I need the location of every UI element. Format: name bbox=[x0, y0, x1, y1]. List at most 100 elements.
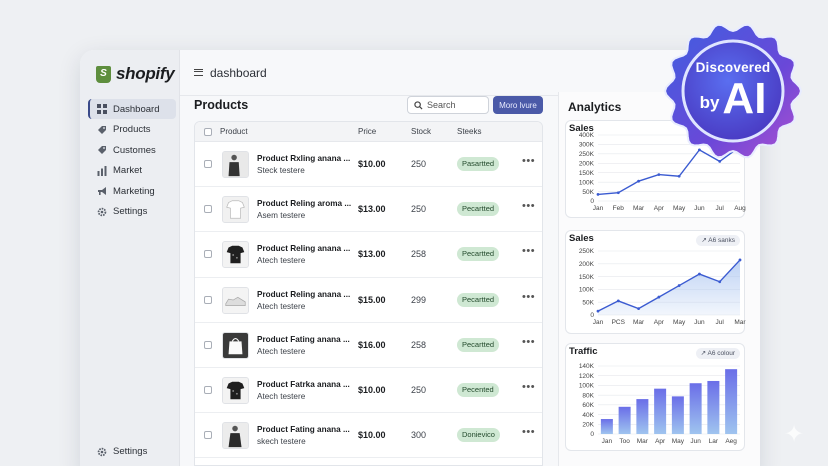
sidebar-bottom-settings[interactable]: Settings bbox=[97, 446, 147, 457]
sidebar-bottom-label: Settings bbox=[113, 446, 148, 457]
select-all-checkbox[interactable] bbox=[204, 128, 212, 136]
x-tick-label: Mar bbox=[637, 438, 649, 445]
discovered-by-ai-badge: Discovered byAI bbox=[664, 22, 802, 160]
data-point bbox=[637, 179, 640, 183]
table-row[interactable]: Product Fatrka anana ... Atech testere $10… bbox=[195, 368, 542, 414]
x-tick-label: May bbox=[672, 438, 685, 445]
chart-chip[interactable]: ↗ A6 sanks bbox=[696, 235, 740, 246]
status-badge: Pecartted bbox=[457, 337, 500, 352]
row-checkbox[interactable] bbox=[204, 385, 212, 394]
product-thumbnail[interactable] bbox=[222, 331, 249, 359]
product-thumbnail[interactable] bbox=[222, 286, 249, 314]
gear-icon bbox=[97, 447, 107, 457]
sidebar-item-dashboard[interactable]: Dashboard bbox=[88, 99, 176, 119]
sidebar-item-marketing[interactable]: Marketing bbox=[88, 181, 176, 201]
y-tick-label: 0 bbox=[590, 312, 594, 319]
chip-label: A6 colour bbox=[707, 350, 735, 357]
table-row[interactable]: Product Rxling anana ... Steck testere $10… bbox=[195, 142, 542, 188]
status-badge: Pasartted bbox=[457, 157, 500, 171]
more-horizontal-icon[interactable]: ••• bbox=[522, 245, 536, 258]
column-stock[interactable]: Stock bbox=[411, 127, 432, 136]
table-row[interactable]: Product Reling anana ... Atech testere $15… bbox=[195, 278, 542, 323]
trend-icon: ↗ bbox=[701, 237, 709, 244]
bar bbox=[707, 380, 720, 434]
sidebar-nav: Dashboard Products Customes Market bbox=[88, 99, 176, 223]
more-horizontal-icon[interactable]: ••• bbox=[522, 426, 536, 439]
row-checkbox[interactable] bbox=[204, 340, 212, 349]
product-price: $10.00 bbox=[358, 384, 386, 395]
table-row[interactable]: Product Fating anana ... skech testere $10… bbox=[195, 413, 542, 459]
x-tick-label: Apr bbox=[655, 438, 666, 445]
menu-icon[interactable] bbox=[194, 69, 203, 76]
product-thumbnail[interactable] bbox=[222, 241, 249, 269]
product-thumbnail[interactable] bbox=[222, 376, 249, 404]
x-tick-label: Jan bbox=[593, 205, 604, 212]
more-horizontal-icon[interactable]: ••• bbox=[522, 155, 536, 167]
traffic-bar-chart: 0 20K 40K 60K 80K 100K 120K 140K Jan Too Mar Apr May… bbox=[579, 363, 740, 445]
y-tick-label: 150K bbox=[579, 274, 595, 281]
row-checkbox[interactable] bbox=[204, 160, 212, 168]
more-horizontal-icon[interactable]: ••• bbox=[522, 200, 536, 213]
product-name[interactable]: Product Reling aroma ... bbox=[257, 199, 352, 209]
y-tick-label: 50K bbox=[582, 299, 594, 306]
data-point bbox=[718, 160, 722, 163]
more-horizontal-icon[interactable]: ••• bbox=[522, 380, 536, 393]
product-stock: 250 bbox=[411, 384, 427, 395]
product-thumbnail[interactable] bbox=[222, 196, 249, 224]
product-stock: 258 bbox=[411, 339, 427, 350]
data-point bbox=[738, 258, 742, 262]
status-badge: Pecartted bbox=[457, 202, 500, 217]
data-point bbox=[616, 191, 620, 195]
badge-by: by bbox=[699, 93, 720, 112]
more-button[interactable]: Moro lvure bbox=[493, 96, 543, 114]
badge-text-by-ai: byAI bbox=[664, 74, 802, 124]
status-badge: Pecartted bbox=[457, 292, 500, 307]
data-point bbox=[657, 295, 661, 299]
product-stock: 300 bbox=[411, 430, 427, 441]
row-checkbox[interactable] bbox=[204, 250, 212, 259]
shopify-logo[interactable]: shopify bbox=[96, 64, 175, 84]
product-name[interactable]: Product Rxling anana ... bbox=[257, 154, 351, 163]
column-status[interactable]: Steeks bbox=[457, 127, 482, 136]
table-row[interactable]: Product Reling aroma ... Asem testere $13.… bbox=[195, 187, 542, 233]
sidebar-item-label: Market bbox=[113, 165, 143, 177]
sidebar-item-settings[interactable]: Settings bbox=[88, 202, 176, 222]
x-tick-label: Mar bbox=[633, 319, 645, 326]
sidebar-item-customes[interactable]: Customes bbox=[88, 140, 176, 160]
column-price[interactable]: Price bbox=[358, 127, 377, 136]
sidebar-item-market[interactable]: Market bbox=[88, 161, 176, 181]
table-row[interactable]: Product Fating anana ... Atech testere $16… bbox=[195, 323, 542, 368]
row-checkbox[interactable] bbox=[204, 431, 212, 440]
x-tick-label: Aeg bbox=[725, 438, 737, 445]
search-input[interactable]: Search bbox=[407, 96, 489, 114]
x-tick-label: Too bbox=[619, 438, 630, 445]
product-subtitle: Atech testere bbox=[257, 346, 306, 356]
product-name[interactable]: Product Reling anana ... bbox=[257, 289, 351, 299]
sidebar-item-products[interactable]: Products bbox=[88, 120, 176, 140]
chart-chip[interactable]: ↗ A6 colour bbox=[695, 348, 740, 359]
product-name[interactable]: Product Fating anana ... bbox=[257, 425, 350, 435]
product-price: $10.00 bbox=[358, 159, 386, 169]
product-name[interactable]: Product Fatrka anana ... bbox=[257, 379, 350, 389]
more-horizontal-icon[interactable]: ••• bbox=[522, 290, 536, 303]
x-tick-label: Jan bbox=[593, 319, 604, 326]
table-header: Product Price Stock Steeks bbox=[195, 122, 542, 142]
product-name[interactable]: Product Reling anana ... bbox=[257, 244, 351, 254]
sparkle-icon: ✦ bbox=[784, 421, 805, 448]
product-thumbnail[interactable] bbox=[222, 151, 249, 178]
product-price: $10.00 bbox=[358, 430, 386, 441]
more-horizontal-icon[interactable]: ••• bbox=[522, 335, 536, 348]
x-tick-label: Jul bbox=[716, 319, 725, 326]
table-row[interactable]: Product Reling anana ... Atech testere $13… bbox=[195, 232, 542, 278]
y-tick-label: 150K bbox=[579, 170, 595, 177]
column-product[interactable]: Product bbox=[220, 127, 248, 136]
row-checkbox[interactable] bbox=[204, 205, 212, 214]
product-subtitle: Atech testere bbox=[257, 301, 306, 311]
product-thumbnail[interactable] bbox=[222, 422, 249, 450]
data-point bbox=[677, 174, 681, 178]
product-name[interactable]: Product Fating anana ... bbox=[257, 334, 350, 344]
row-checkbox[interactable] bbox=[204, 295, 212, 304]
sales-area-chart: 0 50K 100K 150K 200K 250K Jan PCS Mar Apr May Jun Ju… bbox=[579, 248, 746, 326]
tag-icon bbox=[97, 145, 107, 155]
y-tick-label: 250K bbox=[579, 248, 595, 255]
